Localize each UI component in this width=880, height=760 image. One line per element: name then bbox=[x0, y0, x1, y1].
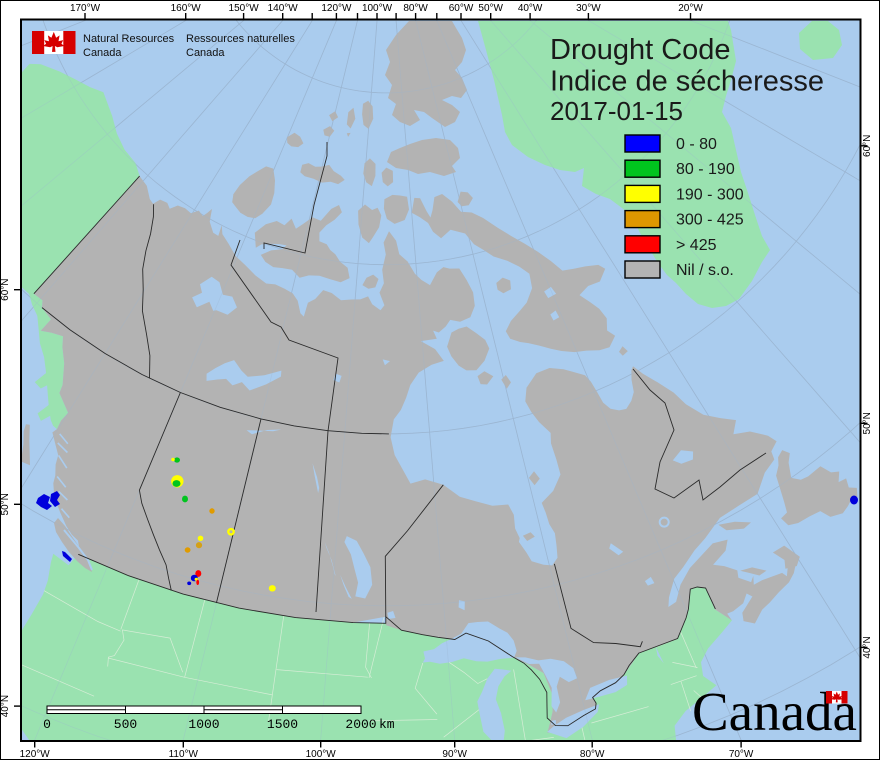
svg-text:Natural Resources: Natural Resources bbox=[83, 33, 175, 45]
svg-text:Ressources naturelles: Ressources naturelles bbox=[186, 33, 295, 45]
svg-text:Nil / s.o.: Nil / s.o. bbox=[676, 262, 734, 279]
svg-text:170°W: 170°W bbox=[70, 3, 101, 14]
svg-text:2017-01-15: 2017-01-15 bbox=[550, 96, 683, 126]
svg-text:20°W: 20°W bbox=[678, 3, 703, 14]
svg-text:1500: 1500 bbox=[267, 717, 298, 732]
svg-text:60°N: 60°N bbox=[0, 279, 11, 301]
svg-text:> 425: > 425 bbox=[676, 237, 717, 254]
svg-text:30°W: 30°W bbox=[576, 3, 601, 14]
svg-text:50°N: 50°N bbox=[0, 493, 11, 515]
svg-text:Canada: Canada bbox=[186, 47, 225, 59]
svg-text:190 - 300: 190 - 300 bbox=[676, 186, 744, 203]
svg-text:110°W: 110°W bbox=[169, 749, 199, 760]
svg-text:km: km bbox=[379, 717, 395, 732]
svg-text:50°N: 50°N bbox=[862, 412, 873, 434]
svg-text:120°W: 120°W bbox=[321, 3, 352, 14]
svg-text:60°N: 60°N bbox=[862, 135, 873, 157]
svg-text:40°N: 40°N bbox=[862, 636, 873, 658]
svg-text:0: 0 bbox=[43, 717, 51, 732]
svg-text:Indice de sécheresse: Indice de sécheresse bbox=[550, 66, 824, 98]
svg-text:1000: 1000 bbox=[188, 717, 219, 732]
svg-text:2000: 2000 bbox=[345, 717, 376, 732]
svg-text:40°W: 40°W bbox=[518, 3, 543, 14]
svg-text:60°W: 60°W bbox=[449, 3, 474, 14]
svg-text:0 - 80: 0 - 80 bbox=[676, 136, 717, 153]
svg-text:Canada: Canada bbox=[83, 47, 122, 59]
svg-text:500: 500 bbox=[114, 717, 137, 732]
svg-text:120°W: 120°W bbox=[20, 749, 51, 760]
svg-text:300 - 425: 300 - 425 bbox=[676, 212, 744, 229]
svg-text:140°W: 140°W bbox=[268, 3, 299, 14]
svg-text:90°W: 90°W bbox=[442, 749, 467, 760]
svg-text:100°W: 100°W bbox=[362, 3, 393, 14]
svg-text:80°W: 80°W bbox=[580, 749, 605, 760]
svg-text:50°W: 50°W bbox=[478, 3, 503, 14]
svg-text:80 - 190: 80 - 190 bbox=[676, 161, 735, 178]
svg-text:150°W: 150°W bbox=[229, 3, 260, 14]
svg-text:Canada: Canada bbox=[692, 681, 857, 742]
svg-text:160°W: 160°W bbox=[171, 3, 202, 14]
svg-text:40°N: 40°N bbox=[0, 695, 11, 717]
svg-text:80°W: 80°W bbox=[403, 3, 428, 14]
svg-text:100°W: 100°W bbox=[306, 749, 337, 760]
svg-text:70°W: 70°W bbox=[729, 749, 754, 760]
svg-text:Drought Code: Drought Code bbox=[550, 34, 731, 66]
